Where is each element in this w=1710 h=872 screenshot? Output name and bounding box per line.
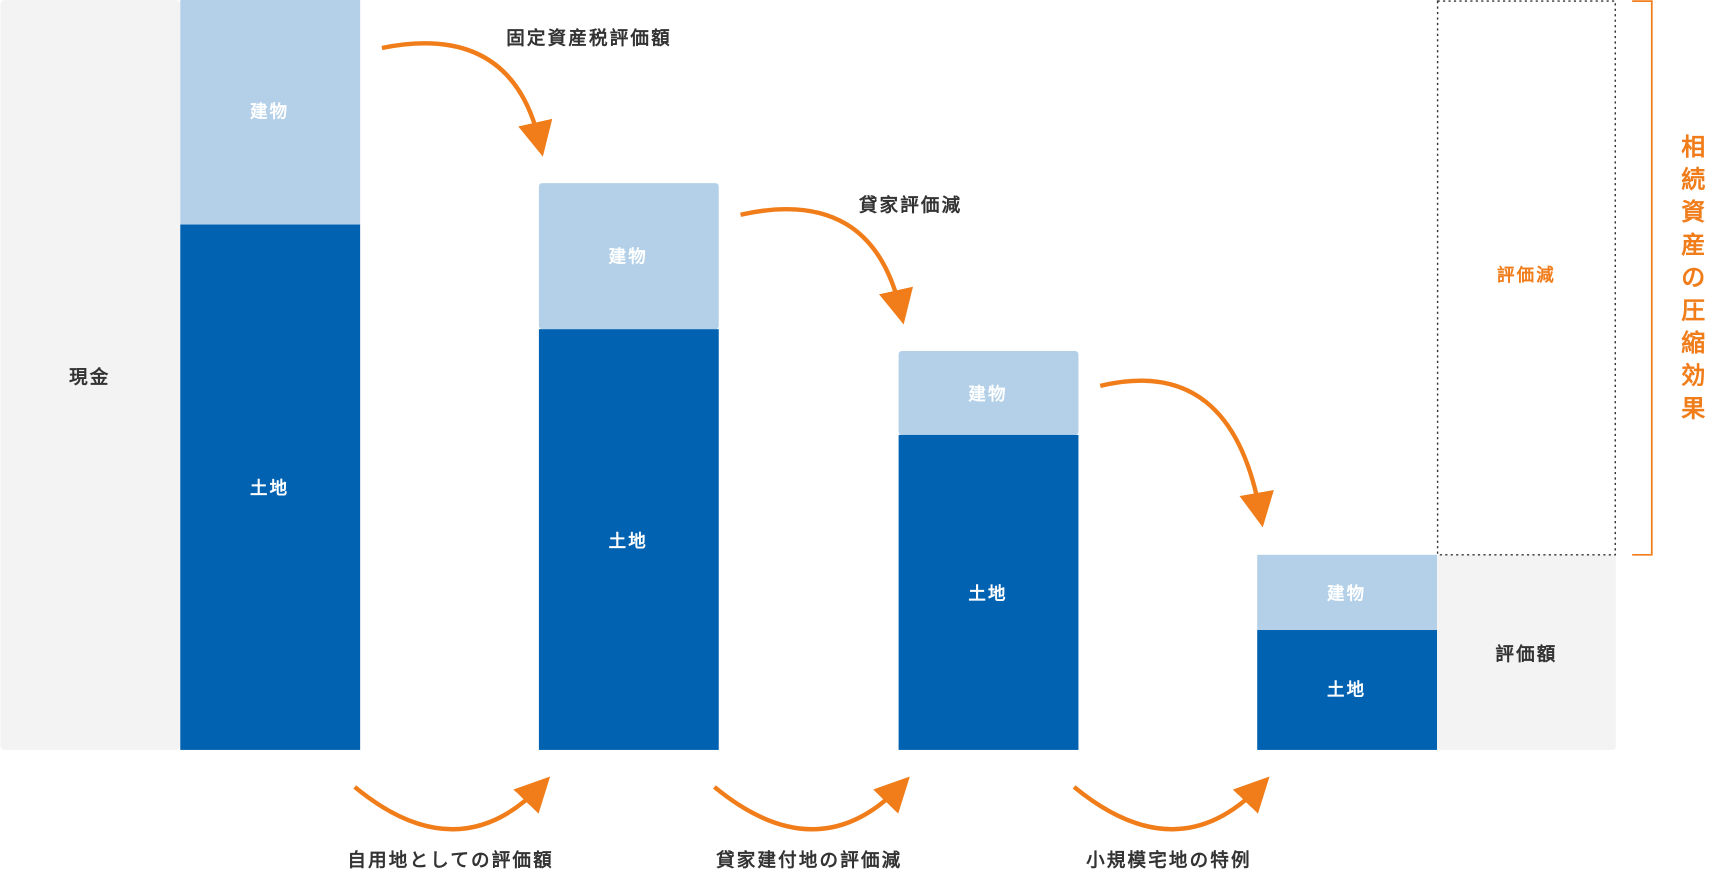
bar4-land-label: 土地 <box>1327 679 1366 700</box>
bar3-building <box>898 350 1079 435</box>
top-step-label: 貸家評価減 <box>859 194 962 216</box>
bar2-building <box>538 183 719 330</box>
svg-text:縮: 縮 <box>1681 329 1707 357</box>
bar3-land-label: 土地 <box>968 584 1007 605</box>
bar4-land <box>1257 630 1438 750</box>
arrow-icon <box>713 776 910 832</box>
effect-label: 相 続 資 産 の 圧 縮 効 果 <box>1681 133 1707 423</box>
svg-text:の: の <box>1681 264 1707 292</box>
bar4-building <box>1257 554 1438 631</box>
arrow-icon <box>381 41 553 157</box>
bar1-building <box>180 0 361 225</box>
reduction-label: 評価減 <box>1497 265 1556 286</box>
bar4-building-label: 建物 <box>1327 584 1366 605</box>
bar2-land-label: 土地 <box>609 531 648 552</box>
arrow-icon <box>1099 378 1274 528</box>
bar1-building-label: 建物 <box>250 102 289 123</box>
svg-text:効: 効 <box>1681 362 1707 390</box>
bar3-land <box>898 434 1079 750</box>
svg-text:相: 相 <box>1681 133 1707 161</box>
bottom-step-label: 小規模宅地の特例 <box>1086 850 1252 872</box>
value-box <box>1437 554 1616 750</box>
effect-bracket <box>1632 0 1653 556</box>
bar3-building-label: 建物 <box>968 384 1007 405</box>
bottom-step-label: 貸家建付地の評価減 <box>716 850 902 872</box>
bottom-step-label: 自用地としての評価額 <box>347 850 553 872</box>
cash-label: 現金 <box>69 367 110 389</box>
svg-text:産: 産 <box>1681 231 1707 259</box>
svg-text:資: 資 <box>1681 198 1707 226</box>
svg-text:続: 続 <box>1681 165 1707 193</box>
bar2-land <box>538 329 719 750</box>
cash-bar <box>0 0 181 750</box>
top-step-label: 固定資産税評価額 <box>506 28 672 50</box>
arrow-icon <box>353 776 551 832</box>
bar1-land <box>180 224 361 750</box>
bar2-building-label: 建物 <box>609 247 648 268</box>
svg-text:圧: 圧 <box>1681 296 1707 324</box>
arrow-icon <box>740 206 914 325</box>
value-label: 評価額 <box>1495 644 1557 666</box>
arrow-icon <box>1072 776 1270 832</box>
svg-text:果: 果 <box>1681 394 1707 422</box>
bar1-land-label: 土地 <box>250 478 289 499</box>
